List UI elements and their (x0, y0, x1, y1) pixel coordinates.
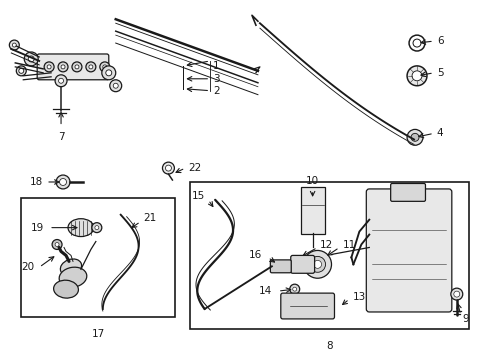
Circle shape (409, 35, 425, 51)
Circle shape (89, 65, 93, 69)
Text: 17: 17 (92, 329, 105, 339)
Text: 12: 12 (319, 240, 333, 251)
Circle shape (12, 43, 16, 47)
Ellipse shape (53, 280, 78, 298)
Circle shape (61, 65, 65, 69)
Circle shape (24, 52, 38, 66)
Circle shape (59, 78, 64, 83)
Circle shape (86, 62, 96, 72)
Ellipse shape (60, 259, 82, 276)
Circle shape (304, 251, 332, 278)
Circle shape (52, 239, 62, 249)
FancyBboxPatch shape (281, 293, 335, 319)
Circle shape (407, 66, 427, 86)
Circle shape (310, 256, 325, 272)
Text: 20: 20 (21, 262, 34, 272)
Circle shape (110, 80, 122, 92)
Text: 15: 15 (192, 191, 205, 201)
Circle shape (106, 70, 112, 76)
Text: 4: 4 (437, 129, 443, 138)
Text: 10: 10 (306, 176, 319, 186)
Circle shape (163, 162, 174, 174)
Circle shape (454, 291, 460, 297)
Circle shape (28, 56, 34, 62)
FancyBboxPatch shape (367, 189, 452, 312)
Circle shape (19, 68, 24, 73)
Circle shape (95, 226, 99, 230)
Text: 1: 1 (213, 61, 220, 71)
Circle shape (56, 175, 70, 189)
Text: 8: 8 (326, 341, 333, 351)
Circle shape (102, 66, 116, 80)
Ellipse shape (59, 267, 87, 287)
Text: 16: 16 (248, 251, 262, 260)
Circle shape (60, 179, 67, 185)
Circle shape (55, 243, 59, 247)
Circle shape (47, 65, 51, 69)
Circle shape (92, 223, 102, 233)
Circle shape (293, 287, 297, 291)
Circle shape (16, 66, 26, 76)
Circle shape (451, 288, 463, 300)
Text: 11: 11 (343, 240, 356, 251)
Text: 9: 9 (463, 314, 469, 324)
FancyBboxPatch shape (21, 198, 175, 317)
Circle shape (9, 40, 19, 50)
Circle shape (113, 83, 118, 88)
Text: 13: 13 (352, 292, 366, 302)
FancyBboxPatch shape (391, 184, 425, 201)
Circle shape (407, 129, 423, 145)
Circle shape (44, 62, 54, 72)
Circle shape (166, 165, 171, 171)
Circle shape (75, 65, 79, 69)
Circle shape (58, 62, 68, 72)
Circle shape (72, 62, 82, 72)
Text: 7: 7 (58, 132, 64, 142)
Text: 6: 6 (437, 36, 443, 46)
Text: 18: 18 (30, 177, 43, 187)
Circle shape (103, 65, 107, 69)
Circle shape (100, 62, 110, 72)
Circle shape (290, 284, 300, 294)
Text: 21: 21 (144, 213, 157, 223)
FancyBboxPatch shape (37, 54, 109, 80)
FancyBboxPatch shape (291, 255, 315, 273)
Text: 3: 3 (213, 74, 220, 84)
Circle shape (411, 133, 419, 141)
Text: 2: 2 (213, 86, 220, 96)
Circle shape (55, 75, 67, 87)
Circle shape (314, 260, 321, 268)
Text: 22: 22 (188, 163, 201, 173)
Circle shape (412, 71, 422, 81)
FancyBboxPatch shape (190, 182, 469, 329)
Circle shape (413, 39, 421, 47)
Text: 5: 5 (437, 68, 443, 78)
Text: 19: 19 (31, 222, 44, 233)
FancyBboxPatch shape (270, 260, 291, 273)
Text: 14: 14 (259, 286, 272, 296)
Ellipse shape (68, 219, 94, 237)
FancyBboxPatch shape (301, 187, 324, 234)
